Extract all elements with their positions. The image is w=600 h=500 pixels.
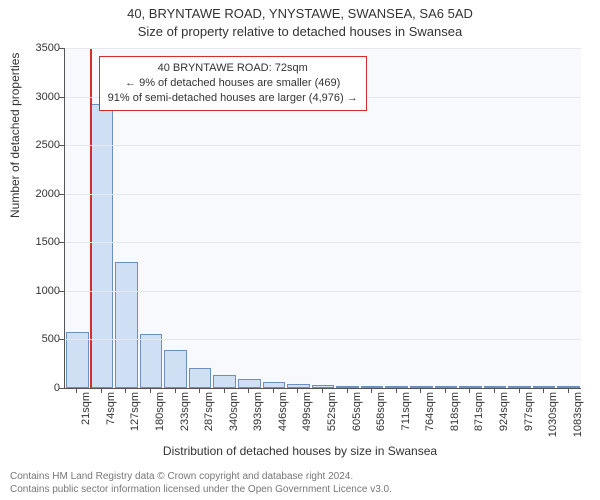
x-tick-mark (248, 388, 249, 393)
y-tick-mark (59, 388, 64, 389)
histogram-bar (115, 262, 138, 388)
x-tick-mark (322, 388, 323, 393)
histogram-bar (435, 386, 458, 388)
y-tick-label: 1000 (10, 285, 60, 297)
y-tick-mark (59, 48, 64, 49)
x-tick-label: 233sqm (179, 392, 191, 431)
x-tick-label: 74sqm (105, 392, 117, 425)
x-tick-label: 393sqm (252, 392, 264, 431)
x-tick-mark (445, 388, 446, 393)
x-axis-label: Distribution of detached houses by size … (0, 444, 600, 458)
x-tick-label: 180sqm (154, 392, 166, 431)
x-tick-mark (101, 388, 102, 393)
chart-title-line1: 40, BRYNTAWE ROAD, YNYSTAWE, SWANSEA, SA… (0, 6, 600, 21)
x-tick-mark (347, 388, 348, 393)
x-tick-mark (224, 388, 225, 393)
x-tick-mark (469, 388, 470, 393)
y-tick-mark (59, 339, 64, 340)
histogram-bar (459, 386, 482, 388)
grid-line (65, 145, 581, 146)
x-tick-label: 499sqm (301, 392, 313, 431)
y-tick-label: 2500 (10, 139, 60, 151)
histogram-bar (140, 334, 163, 388)
x-tick-label: 871sqm (473, 392, 485, 431)
y-tick-mark (59, 194, 64, 195)
x-tick-mark (297, 388, 298, 393)
y-tick-mark (59, 97, 64, 98)
x-tick-label: 446sqm (277, 392, 289, 431)
histogram-bar (336, 386, 359, 388)
x-tick-mark (76, 388, 77, 393)
x-tick-label: 127sqm (129, 392, 141, 431)
x-tick-label: 340sqm (228, 392, 240, 431)
x-tick-mark (125, 388, 126, 393)
x-tick-label: 818sqm (449, 392, 461, 431)
histogram-bar (287, 384, 310, 388)
property-callout-box: 40 BRYNTAWE ROAD: 72sqm ← 9% of detached… (99, 56, 367, 111)
x-tick-mark (519, 388, 520, 393)
x-tick-label: 21sqm (80, 392, 92, 425)
footer-line-1: Contains HM Land Registry data © Crown c… (10, 471, 392, 484)
grid-line (65, 194, 581, 195)
chart-title-line2: Size of property relative to detached ho… (0, 24, 600, 39)
property-marker-line (90, 48, 92, 388)
histogram-bar (508, 386, 531, 388)
callout-line-3: 91% of semi-detached houses are larger (… (108, 91, 358, 106)
callout-line-1: 40 BRYNTAWE ROAD: 72sqm (108, 61, 358, 76)
y-tick-label: 500 (10, 333, 60, 345)
x-tick-mark (420, 388, 421, 393)
x-tick-label: 658sqm (375, 392, 387, 431)
x-tick-mark (199, 388, 200, 393)
y-tick-mark (59, 291, 64, 292)
x-tick-mark (150, 388, 151, 393)
histogram-bar (213, 375, 236, 388)
histogram-bar (164, 350, 187, 388)
x-tick-label: 287sqm (203, 392, 215, 431)
x-tick-label: 1030sqm (547, 392, 559, 437)
y-tick-label: 1500 (10, 236, 60, 248)
histogram-bar (189, 368, 212, 388)
x-tick-mark (273, 388, 274, 393)
y-tick-mark (59, 145, 64, 146)
footer-line-2: Contains public sector information licen… (10, 484, 392, 497)
x-tick-mark (568, 388, 569, 393)
footer-attribution: Contains HM Land Registry data © Crown c… (10, 471, 392, 496)
x-tick-mark (494, 388, 495, 393)
grid-line (65, 48, 581, 49)
x-tick-mark (175, 388, 176, 393)
x-tick-label: 924sqm (498, 392, 510, 431)
grid-line (65, 339, 581, 340)
histogram-bar (238, 379, 261, 388)
x-tick-label: 1083sqm (572, 392, 584, 437)
y-tick-mark (59, 242, 64, 243)
histogram-bar (557, 386, 580, 388)
histogram-bar (91, 104, 114, 388)
y-tick-label: 2000 (10, 188, 60, 200)
histogram-bar (385, 386, 408, 388)
x-tick-label: 605sqm (351, 392, 363, 431)
histogram-bar (263, 382, 286, 388)
callout-line-2: ← 9% of detached houses are smaller (469… (108, 76, 358, 91)
y-tick-label: 0 (10, 382, 60, 394)
x-tick-mark (371, 388, 372, 393)
x-tick-label: 977sqm (523, 392, 535, 431)
chart-container: 40, BRYNTAWE ROAD, YNYSTAWE, SWANSEA, SA… (0, 0, 600, 500)
x-tick-mark (396, 388, 397, 393)
x-tick-label: 552sqm (326, 392, 338, 431)
x-tick-label: 764sqm (424, 392, 436, 431)
y-tick-label: 3500 (10, 42, 60, 54)
grid-line (65, 242, 581, 243)
x-tick-label: 711sqm (400, 392, 412, 430)
x-tick-mark (543, 388, 544, 393)
grid-line (65, 291, 581, 292)
y-tick-label: 3000 (10, 91, 60, 103)
